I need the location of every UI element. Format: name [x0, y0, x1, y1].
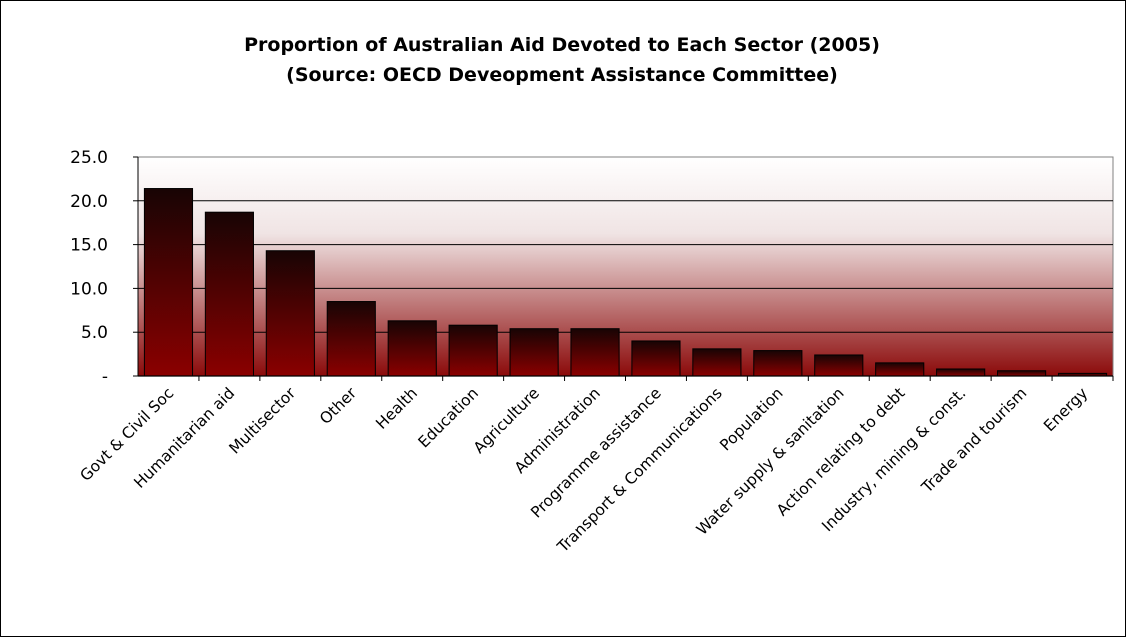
bar [814, 354, 864, 377]
y-tick-label: - [102, 367, 108, 387]
bar [692, 348, 742, 377]
x-tick-label: Humanitarian aid [131, 384, 239, 492]
y-tick-label: 20.0 [70, 192, 108, 212]
y-tick-label: 15.0 [70, 236, 108, 256]
x-tick-label: Energy [1040, 384, 1091, 435]
bar [204, 211, 254, 377]
x-tick-label: Other [316, 384, 360, 428]
axes [133, 156, 1114, 381]
x-tick-label: Trade and tourism [917, 384, 1030, 497]
y-tick-label: 10.0 [70, 279, 108, 299]
bar [997, 370, 1047, 377]
bar [631, 340, 681, 377]
bar [387, 320, 437, 377]
bar [509, 328, 559, 377]
bar [570, 328, 620, 377]
chart-title-block: Proportion of Australian Aid Devoted to … [0, 30, 1124, 90]
bar [326, 301, 376, 377]
y-tick-labels: - 5.0 10.0 15.0 20.0 25.0 [70, 148, 108, 387]
bar [753, 350, 803, 377]
bar [265, 250, 315, 377]
y-tick-label: 5.0 [81, 323, 108, 343]
y-tick-label: 25.0 [70, 148, 108, 168]
chart-title: Proportion of Australian Aid Devoted to … [244, 34, 880, 56]
x-tick-label: Multisector [226, 384, 300, 458]
bar [448, 324, 498, 377]
bar [875, 362, 925, 377]
x-tick-label: Health [372, 384, 421, 433]
bar [936, 368, 986, 377]
bars [143, 188, 1108, 377]
chart-subtitle: (Source: OECD Deveopment Assistance Comm… [286, 64, 838, 86]
bar [143, 188, 194, 377]
